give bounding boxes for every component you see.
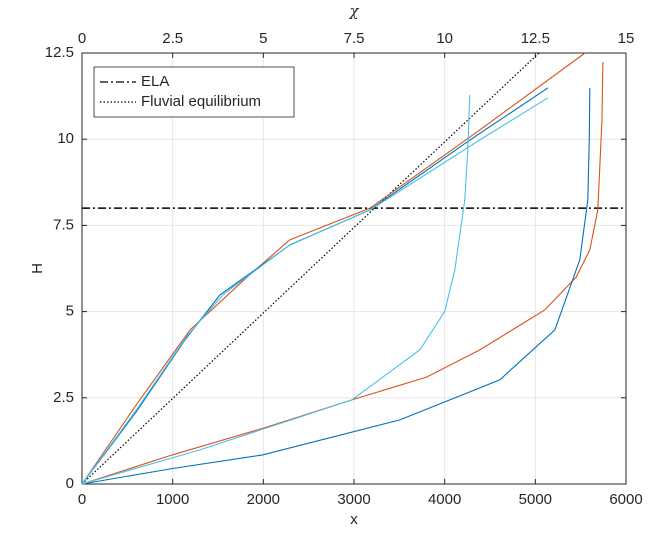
x2-tick-label: 10: [436, 30, 453, 47]
plot-frame: [81, 52, 627, 485]
y-tick-label: 7.5: [53, 216, 74, 233]
x-tick-label: 3000: [337, 491, 370, 508]
data-line: [81, 97, 549, 485]
x2-tick-label: 7.5: [344, 30, 365, 47]
x-tick-label: 2000: [247, 491, 280, 508]
y-tick-label: 10: [57, 130, 74, 147]
x-tick-label: 1000: [156, 491, 189, 508]
y-tick-label: 12.5: [45, 44, 74, 61]
data-line: [81, 52, 540, 485]
y-axis-label: H: [29, 263, 46, 274]
y-tick-label: 2.5: [53, 389, 74, 406]
legend-box: [93, 66, 295, 118]
y-tick-label: 5: [66, 303, 74, 320]
x-axis-label: x: [350, 511, 358, 528]
data-line: [81, 61, 604, 485]
data-line: [81, 52, 586, 485]
data-line: [81, 87, 591, 485]
y-tick-label: 0: [66, 475, 74, 492]
legend-label: ELA: [141, 73, 169, 90]
x2-axis-label: χ: [348, 2, 359, 20]
x-tick-label: 6000: [609, 491, 642, 508]
x2-tick-label: 5: [259, 30, 267, 47]
x-tick-label: 5000: [519, 491, 552, 508]
x2-tick-label: 2.5: [162, 30, 183, 47]
x2-tick-label: 0: [78, 30, 86, 47]
x2-tick-label: 12.5: [521, 30, 550, 47]
data-line: [81, 87, 549, 485]
x-tick-label: 4000: [428, 491, 461, 508]
data-line: [81, 95, 471, 485]
x-tick-label: 0: [78, 491, 86, 508]
legend-label: Fluvial equilibrium: [141, 93, 261, 110]
x2-tick-label: 15: [618, 30, 635, 47]
